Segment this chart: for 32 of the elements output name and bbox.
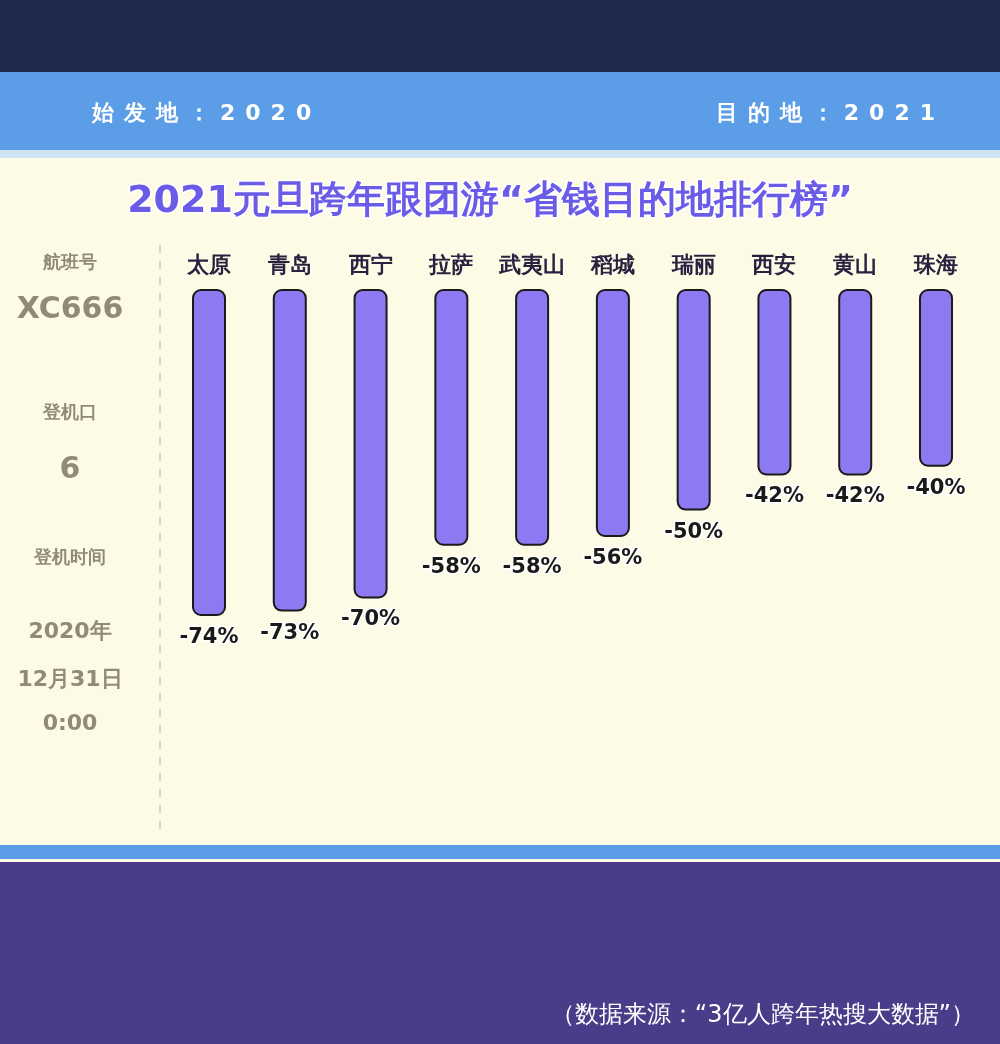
data-label: -56% [583, 544, 643, 569]
chart-title: 2021元旦跨年跟团游“省钱目的地排行榜” [127, 177, 853, 221]
x-tick-label: 稻城 [589, 252, 635, 277]
text: 始发地：2020 [91, 100, 322, 125]
text: 12月31日 [17, 666, 123, 691]
data-label: -42% [744, 483, 804, 508]
data-label: -74% [179, 624, 239, 648]
text: 目的地：2021 [715, 100, 945, 125]
data-label: -42% [825, 483, 885, 508]
data-label: -58% [421, 553, 481, 578]
data-label: -58% [502, 553, 562, 578]
text: 登机时间 [33, 546, 106, 567]
x-tick-label: 武夷山 [498, 252, 566, 277]
data-label: -73% [260, 619, 320, 644]
text: （数据来源：“3亿人跨年热搜大数据”） [550, 1000, 975, 1028]
x-tick-label: 珠海 [913, 252, 958, 277]
text: 0:00 [42, 710, 98, 735]
text: 登机口 [42, 401, 97, 422]
data-label: -40% [906, 474, 966, 499]
x-tick-label: 拉萨 [428, 252, 474, 277]
x-tick-label: 太原 [186, 252, 231, 277]
x-tick-label: 青岛 [266, 252, 312, 277]
text: 6 [59, 450, 81, 485]
text: 2020年 [28, 618, 112, 643]
text: 航班号 [42, 251, 97, 272]
x-tick-label: 西安 [751, 252, 797, 277]
x-tick-label: 瑞丽 [670, 252, 716, 277]
x-tick-label: 黄山 [832, 252, 878, 277]
text: XC666 [16, 290, 124, 325]
data-label: -70% [341, 606, 401, 631]
data-label: -50% [664, 518, 724, 543]
x-tick-label: 西宁 [347, 252, 393, 277]
